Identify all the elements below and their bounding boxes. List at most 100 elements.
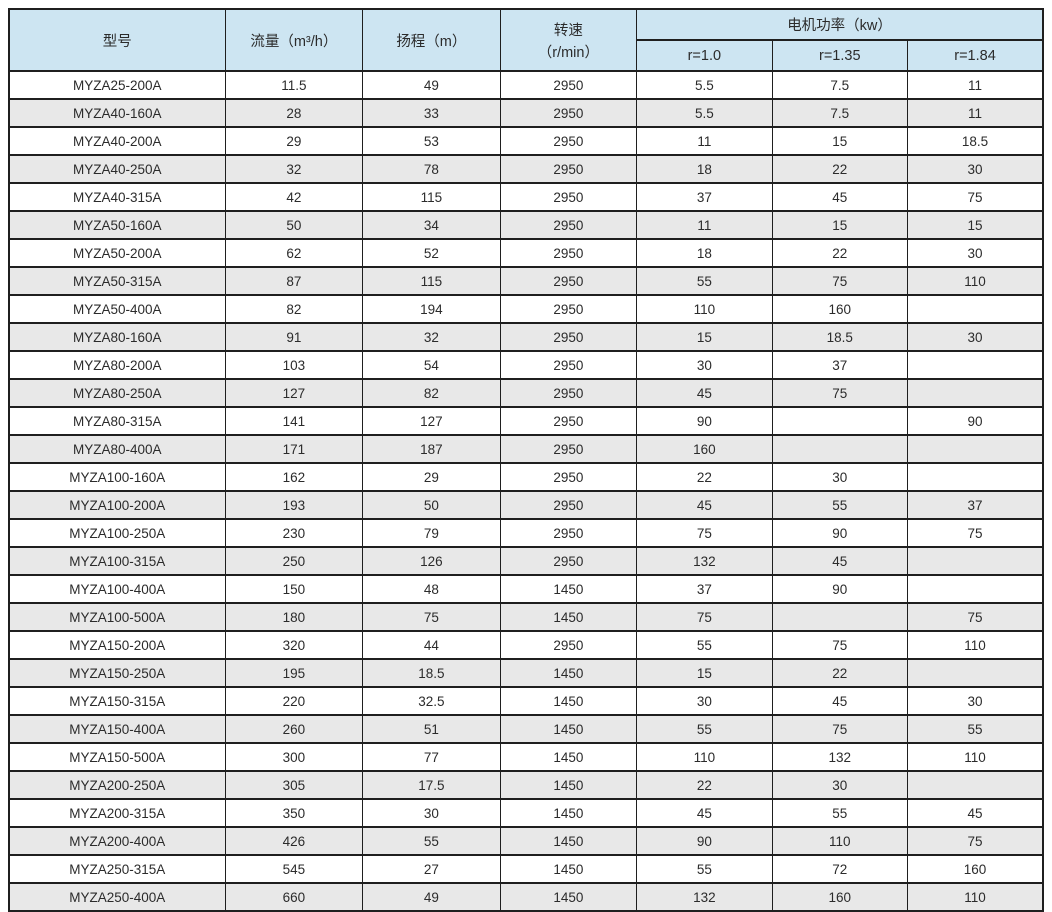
table-row: MYZA150-315A 220 32.5 1450 30 45 30 [8,686,1044,716]
cell-power_r1_0: 30 [636,350,773,380]
cell-model: MYZA40-160A [8,98,226,128]
cell-flow: 141 [224,406,364,436]
table-row: MYZA50-200A 62 52 2950 18 22 30 [8,238,1044,268]
cell-power_r1_35: 7.5 [771,70,909,100]
cell-head: 54 [362,350,501,380]
cell-flow: 42 [224,182,364,212]
column-header-power-group: 电机功率（kw） [636,8,1044,41]
cell-power_r1_35: 37 [771,350,909,380]
cell-power_r1_35: 55 [771,798,909,828]
cell-power_r1_35: 45 [771,546,909,576]
cell-model: MYZA100-500A [8,602,226,632]
cell-head: 77 [362,742,501,772]
cell-power_r1_0: 110 [636,742,773,772]
cell-power_r1_0: 5.5 [636,98,773,128]
cell-speed: 2950 [499,98,638,128]
cell-power_r1_84: 110 [907,266,1044,296]
column-header-power-r1-0: r=1.0 [636,39,773,72]
table-row: MYZA40-315A 42 115 2950 37 45 75 [8,182,1044,212]
cell-power_r1_0: 18 [636,238,773,268]
cell-head: 34 [362,210,501,240]
cell-flow: 28 [224,98,364,128]
cell-flow: 320 [224,630,364,660]
cell-speed: 2950 [499,406,638,436]
cell-power_r1_84: 18.5 [907,126,1044,156]
cell-model: MYZA150-500A [8,742,226,772]
cell-head: 55 [362,826,501,856]
cell-flow: 545 [224,854,364,884]
table-row: MYZA100-400A 150 48 1450 37 90 [8,574,1044,604]
column-header-speed: 转速 （r/min） [499,8,638,72]
cell-power_r1_84 [907,434,1044,464]
cell-flow: 230 [224,518,364,548]
cell-head: 33 [362,98,501,128]
cell-flow: 250 [224,546,364,576]
table-row: MYZA150-200A 320 44 2950 55 75 110 [8,630,1044,660]
cell-flow: 660 [224,882,364,912]
cell-power_r1_84: 160 [907,854,1044,884]
cell-power_r1_84: 11 [907,70,1044,100]
cell-model: MYZA50-315A [8,266,226,296]
table-row: MYZA40-200A 29 53 2950 11 15 18.5 [8,126,1044,156]
cell-speed: 2950 [499,350,638,380]
header-row-sub: r=1.0 r=1.35 r=1.84 [9,39,1044,72]
cell-power_r1_84 [907,462,1044,492]
table-row: MYZA40-160A 28 33 2950 5.5 7.5 11 [8,98,1044,128]
cell-model: MYZA200-400A [8,826,226,856]
cell-power_r1_84: 110 [907,630,1044,660]
cell-speed: 2950 [499,546,638,576]
cell-power_r1_0: 37 [636,574,773,604]
cell-power_r1_0: 160 [636,434,773,464]
speed-header-line2: （r/min） [537,44,599,61]
header-row-top: 型号 流量（m³/h） 扬程（m） 转速 （r/min） 电机功率（kw） [8,8,1044,72]
cell-power_r1_35: 90 [771,574,909,604]
cell-head: 75 [362,602,501,632]
cell-power_r1_84: 45 [907,798,1044,828]
cell-speed: 1450 [499,658,638,688]
table-row: MYZA200-250A 305 17.5 1450 22 30 [8,770,1044,800]
cell-power_r1_84: 55 [907,714,1044,744]
cell-model: MYZA40-200A [8,126,226,156]
cell-power_r1_0: 45 [636,798,773,828]
cell-power_r1_84: 110 [907,882,1044,912]
table-row: MYZA80-160A 91 32 2950 15 18.5 30 [8,322,1044,352]
cell-head: 30 [362,798,501,828]
table-body: MYZA25-200A 11.5 49 2950 5.5 7.5 11 MYZA40-160A… [8,70,1044,912]
pump-spec-table: 型号 流量（m³/h） 扬程（m） 转速 （r/min） 电机功率（kw） r=… [8,8,1044,912]
table-row: MYZA100-250A 230 79 2950 75 90 75 [8,518,1044,548]
cell-flow: 260 [224,714,364,744]
cell-head: 48 [362,574,501,604]
table-row: MYZA150-250A 195 18.5 1450 15 22 [8,658,1044,688]
cell-flow: 162 [224,462,364,492]
cell-speed: 2950 [499,322,638,352]
cell-power_r1_0: 55 [636,854,773,884]
cell-power_r1_35: 160 [771,294,909,324]
cell-power_r1_35: 110 [771,826,909,856]
cell-speed: 1450 [499,770,638,800]
cell-power_r1_84 [907,350,1044,380]
cell-speed: 1450 [499,742,638,772]
cell-head: 32 [362,322,501,352]
cell-power_r1_35: 45 [771,686,909,716]
column-header-model: 型号 [8,8,226,72]
cell-power_r1_84: 90 [907,406,1044,436]
cell-power_r1_35: 72 [771,854,909,884]
cell-flow: 171 [224,434,364,464]
cell-model: MYZA200-315A [8,798,226,828]
cell-head: 17.5 [362,770,501,800]
pump-spec-page: 型号 流量（m³/h） 扬程（m） 转速 （r/min） 电机功率（kw） r=… [8,8,1044,912]
cell-flow: 193 [224,490,364,520]
table-row: MYZA100-315A 250 126 2950 132 45 [8,546,1044,576]
cell-model: MYZA150-400A [8,714,226,744]
cell-model: MYZA200-250A [8,770,226,800]
cell-head: 44 [362,630,501,660]
cell-power_r1_0: 15 [636,322,773,352]
cell-model: MYZA150-200A [8,630,226,660]
table-row: MYZA100-200A 193 50 2950 45 55 37 [8,490,1044,520]
cell-power_r1_35: 22 [771,658,909,688]
cell-power_r1_84 [907,546,1044,576]
cell-head: 78 [362,154,501,184]
cell-power_r1_35: 75 [771,714,909,744]
cell-model: MYZA250-400A [8,882,226,912]
cell-speed: 1450 [499,826,638,856]
